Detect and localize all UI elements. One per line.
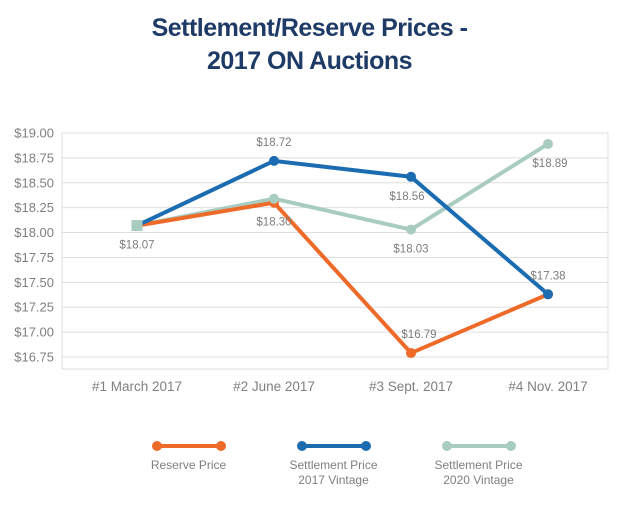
data-point-settlement-2020: [406, 224, 416, 235]
y-axis-tick-label: $18.75: [14, 150, 54, 165]
legend-marker-settlement-2020: [441, 441, 516, 451]
series-line-settlement-2017: [136, 158, 550, 296]
chart-title-line-1: Settlement/Reserve Prices -: [151, 14, 468, 42]
x-axis-label: #4 Nov. 2017: [508, 379, 587, 394]
data-point-settlement-2020: [131, 220, 143, 232]
y-axis-tick-label: $17.75: [14, 250, 54, 265]
chart-title-line-2: 2017 ON Auctions: [206, 47, 413, 75]
legend-item-settlement-2020: Settlement Price 2020 Vintage: [414, 440, 544, 488]
plot-border: [61, 132, 609, 370]
y-axis-tick-label: $18.50: [14, 175, 54, 190]
data-label: $18.72: [256, 137, 291, 149]
y-axis-tick-label: $17.00: [14, 325, 54, 340]
data-point-settlement-2020: [543, 138, 553, 149]
legend-item-settlement-2017: Settlement Price 2017 Vintage: [269, 440, 399, 488]
x-axis-label: #3 Sept. 2017: [369, 379, 453, 394]
data-point-settlement-2020: [269, 193, 279, 204]
y-axis-tick-label: $17.50: [14, 275, 54, 290]
y-axis-tick-label: $19.00: [14, 126, 54, 141]
y-axis-tick-label: $16.75: [14, 350, 54, 365]
x-axis-label: #1 March 2017: [92, 379, 182, 394]
data-label: $16.79: [401, 329, 436, 341]
y-axis-tick-label: $17.25: [14, 300, 54, 315]
y-axis-tick-label: $18.25: [14, 200, 54, 215]
legend-item-reserve-price: Reserve Price: [124, 440, 254, 488]
chart-legend: Reserve Price Settlement Price 2017 Vint…: [24, 440, 619, 488]
x-axis-label: #2 June 2017: [233, 379, 315, 394]
data-point-settlement-2017: [543, 289, 553, 300]
data-point-reserve-price: [406, 348, 416, 359]
data-label: $17.38: [530, 270, 565, 282]
data-label: $18.30: [256, 217, 291, 229]
price-chart: $19.00 $18.75 $18.50 $18.25 $18.00 $17.75 $17.…: [14, 126, 609, 394]
legend-label-settlement-2020: Settlement Price 2020 Vintage: [434, 458, 523, 487]
data-label: $18.56: [389, 191, 424, 203]
data-point-settlement-2017: [406, 171, 416, 182]
legend-marker-settlement-2017: [296, 441, 371, 451]
data-label: $18.89: [532, 158, 567, 170]
series-line-reserve-price: [136, 200, 549, 356]
chart-title: Settlement/Reserve Prices - 2017 ON Auct…: [0, 12, 619, 78]
data-label: $18.03: [393, 244, 428, 256]
data-label: $18.07: [119, 240, 154, 252]
legend-marker-reserve-price: [151, 441, 226, 451]
data-point-settlement-2017: [269, 155, 279, 166]
y-axis-tick-label: $18.00: [14, 225, 54, 240]
legend-label-reserve-price: Reserve Price: [150, 458, 227, 472]
legend-label-settlement-2017: Settlement Price 2017 Vintage: [289, 458, 378, 487]
